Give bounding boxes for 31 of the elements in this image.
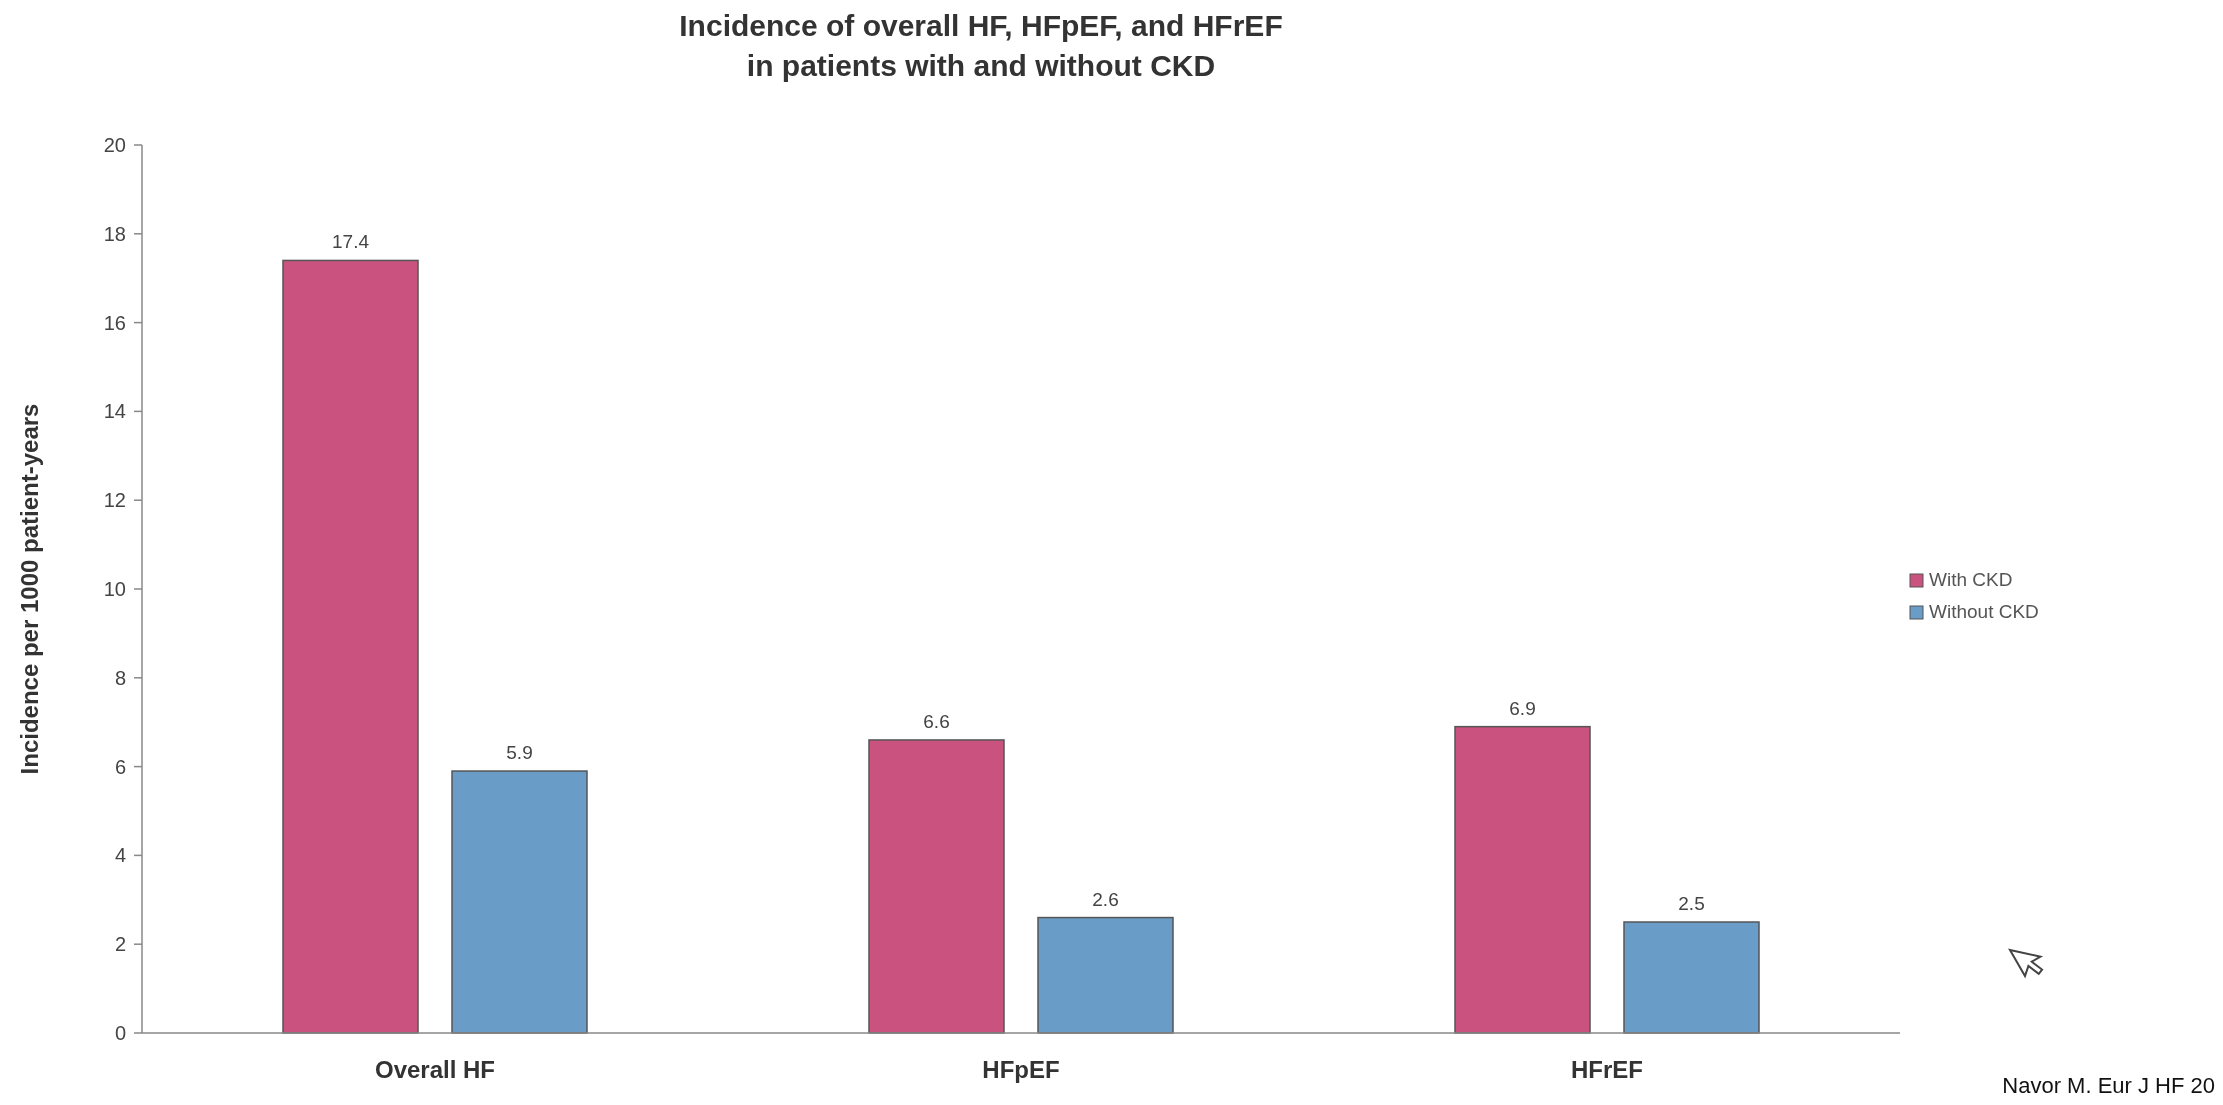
bar bbox=[1623, 921, 1760, 1034]
x-tick-label: HFrEF bbox=[1571, 1056, 1643, 1083]
data-label: 6.6 bbox=[923, 710, 950, 732]
y-tick-label: 14 bbox=[103, 400, 126, 423]
x-tick-label: HFpEF bbox=[982, 1056, 1060, 1083]
bar bbox=[1454, 725, 1591, 1034]
y-tick-label: 12 bbox=[103, 489, 126, 512]
bar bbox=[1037, 916, 1174, 1034]
y-axis-title: Incidence per 1000 patient-years bbox=[16, 403, 43, 775]
y-tick-label: 4 bbox=[114, 844, 126, 867]
y-tick-label: 8 bbox=[114, 666, 126, 689]
x-tick-label: Overall HF bbox=[374, 1056, 496, 1083]
legend-label: Without CKD bbox=[1929, 601, 2039, 622]
data-label: 2.6 bbox=[1092, 888, 1119, 910]
data-label: 6.9 bbox=[1509, 697, 1536, 719]
y-tick-label: 0 bbox=[114, 1022, 126, 1044]
y-tick-label: 20 bbox=[103, 134, 126, 156]
bar bbox=[451, 770, 588, 1034]
y-tick-label: 10 bbox=[103, 578, 126, 600]
data-label: 17.4 bbox=[332, 231, 370, 253]
bar bbox=[868, 739, 1005, 1034]
chart-title: Incidence of overall HF, HFpEF, and HFrEF in patients with and without CKD bbox=[679, 9, 1283, 82]
y-tick-label: 16 bbox=[103, 311, 126, 334]
y-tick-label: 18 bbox=[103, 222, 126, 245]
y-tick-label: 2 bbox=[114, 933, 126, 956]
legend-label: With CKD bbox=[1929, 569, 2013, 590]
y-tick-label: 6 bbox=[114, 755, 126, 778]
data-label: 5.9 bbox=[506, 742, 533, 764]
text: Navor M. Eur J HF 20 bbox=[2002, 1073, 2215, 1098]
bar bbox=[282, 259, 419, 1034]
data-label: 2.5 bbox=[1678, 893, 1705, 914]
